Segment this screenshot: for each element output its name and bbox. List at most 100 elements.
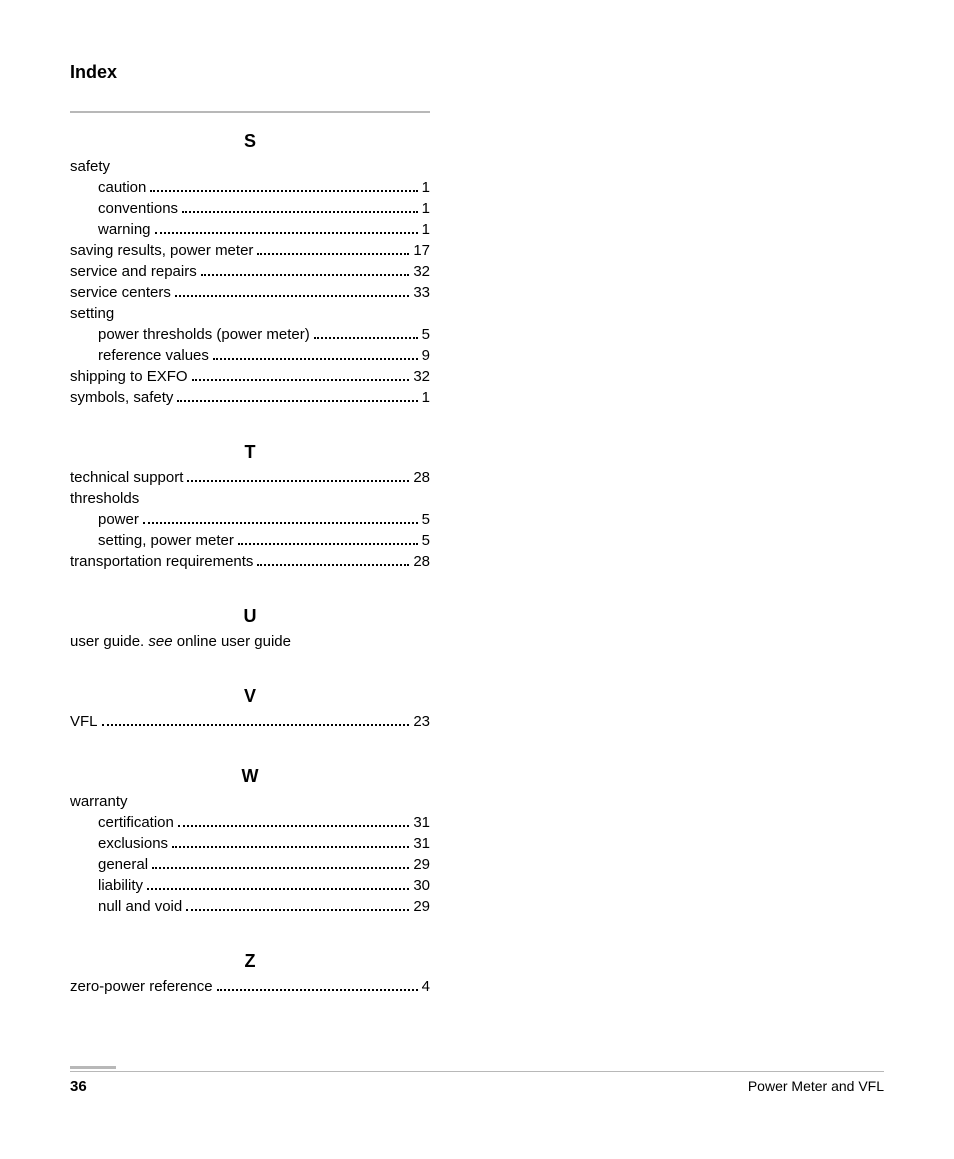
index-entry-label-part: online user guide: [173, 633, 291, 650]
leader-dots: [175, 295, 409, 297]
index-entry: warranty: [70, 791, 430, 812]
index-entry-label-part: user guide.: [70, 633, 148, 650]
footer-rule: [70, 1066, 884, 1072]
leader-dots: [155, 232, 418, 234]
index-entry: user guide. see online user guide: [70, 631, 430, 652]
leader-dots: [257, 253, 409, 255]
index-entry: exclusions 31: [70, 833, 430, 854]
index-entry-label: caution: [98, 177, 146, 198]
leader-dots: [143, 522, 418, 524]
index-entry-page: 23: [413, 711, 430, 732]
index-entry: shipping to EXFO 32: [70, 366, 430, 387]
section-letter: V: [70, 686, 430, 707]
index-entry: thresholds: [70, 488, 430, 509]
index-entry-label: setting: [70, 303, 114, 324]
index-entry: reference values 9: [70, 345, 430, 366]
leader-dots: [187, 480, 409, 482]
index-entry-page: 5: [422, 530, 430, 551]
index-entry: VFL 23: [70, 711, 430, 732]
index-entry-label: service centers: [70, 282, 171, 303]
index-entry-page: 32: [413, 366, 430, 387]
leader-dots: [172, 846, 409, 848]
index-entry-label: technical support: [70, 467, 183, 488]
section-letter: W: [70, 766, 430, 787]
page-number: 36: [70, 1078, 87, 1095]
leader-dots: [177, 400, 417, 402]
index-entry-page: 5: [422, 509, 430, 530]
index-entry-page: 28: [413, 551, 430, 572]
index-entry-label: reference values: [98, 345, 209, 366]
index-entry: conventions 1: [70, 198, 430, 219]
index-entry-label: warning: [98, 219, 151, 240]
page-footer: 36 Power Meter and VFL: [70, 1066, 884, 1095]
leader-dots: [238, 543, 418, 545]
leader-dots: [186, 909, 409, 911]
index-entry-page: 32: [413, 261, 430, 282]
index-entry-page: 5: [422, 324, 430, 345]
index-entry: safety: [70, 156, 430, 177]
section-gap: [70, 732, 430, 752]
index-entry-label: zero-power reference: [70, 976, 213, 997]
index-entry: warning 1: [70, 219, 430, 240]
index-entry-label: warranty: [70, 791, 128, 812]
index-entry: service and repairs32: [70, 261, 430, 282]
leader-dots: [314, 337, 418, 339]
index-entry-label: exclusions: [98, 833, 168, 854]
index-entry-label: VFL: [70, 711, 98, 732]
section-letter: S: [70, 131, 430, 152]
leader-dots: [217, 989, 418, 991]
index-entry-label: power: [98, 509, 139, 530]
index-body: Ssafetycaution1conventions1warning1savin…: [70, 131, 430, 997]
index-page: Index Ssafetycaution1conventions1warning…: [0, 0, 954, 1159]
leader-dots: [213, 358, 418, 360]
index-entry-label: liability: [98, 875, 143, 896]
index-entry-page: 29: [413, 896, 430, 917]
index-entry-page: 1: [422, 219, 430, 240]
leader-dots: [257, 564, 409, 566]
index-entry: service centers 33: [70, 282, 430, 303]
index-entry: zero-power reference4: [70, 976, 430, 997]
index-entry: setting: [70, 303, 430, 324]
index-entry-label: power thresholds (power meter): [98, 324, 310, 345]
index-entry: certification31: [70, 812, 430, 833]
index-entry-page: 9: [422, 345, 430, 366]
leader-dots: [201, 274, 410, 276]
index-entry-see: see: [148, 633, 172, 650]
footer-rule-short: [70, 1066, 116, 1069]
index-entry-label: symbols, safety: [70, 387, 173, 408]
index-entry-page: 30: [413, 875, 430, 896]
index-entry: symbols, safety1: [70, 387, 430, 408]
index-entry-label: conventions: [98, 198, 178, 219]
section-letter: U: [70, 606, 430, 627]
index-entry-page: 31: [413, 833, 430, 854]
index-entry-page: 1: [422, 198, 430, 219]
index-entry-label: user guide. see online user guide: [70, 631, 291, 652]
leader-dots: [102, 724, 410, 726]
section-gap: [70, 652, 430, 672]
page-title: Index: [70, 62, 884, 83]
index-entry-page: 17: [413, 240, 430, 261]
index-entry-label: shipping to EXFO: [70, 366, 188, 387]
index-entry: general29: [70, 854, 430, 875]
index-entry-page: 31: [413, 812, 430, 833]
index-entry-label: thresholds: [70, 488, 139, 509]
index-entry: saving results, power meter17: [70, 240, 430, 261]
index-entry-page: 33: [413, 282, 430, 303]
leader-dots: [178, 825, 409, 827]
index-entry-label: null and void: [98, 896, 182, 917]
index-entry-label: transportation requirements: [70, 551, 253, 572]
leader-dots: [150, 190, 417, 192]
section-gap: [70, 572, 430, 592]
section-gap: [70, 917, 430, 937]
section-gap: [70, 408, 430, 428]
leader-dots: [147, 888, 409, 890]
index-entry-label: safety: [70, 156, 110, 177]
header-rule: [70, 111, 430, 113]
index-entry: null and void 29: [70, 896, 430, 917]
index-entry-page: 29: [413, 854, 430, 875]
index-entry-page: 28: [413, 467, 430, 488]
index-entry-page: 1: [422, 177, 430, 198]
leader-dots: [152, 867, 409, 869]
index-entry-label: setting, power meter: [98, 530, 234, 551]
index-entry: liability 30: [70, 875, 430, 896]
